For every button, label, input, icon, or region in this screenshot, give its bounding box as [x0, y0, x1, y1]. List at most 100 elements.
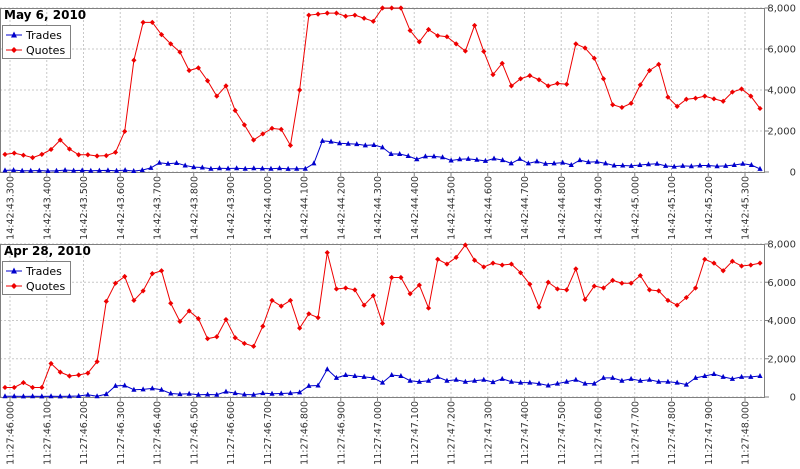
data-point-trades	[2, 393, 8, 399]
data-point-quotes	[11, 384, 17, 391]
data-point-trades	[534, 158, 540, 164]
x-tick-label: 14:42:44.400	[410, 176, 421, 240]
data-point-quotes	[425, 305, 432, 311]
data-point-trades	[405, 153, 411, 159]
data-point-quotes	[656, 288, 662, 294]
data-point-quotes	[748, 93, 754, 99]
data-point-trades	[45, 167, 51, 173]
data-point-quotes	[223, 316, 229, 323]
data-point-quotes	[536, 77, 542, 83]
data-point-quotes	[20, 380, 27, 386]
data-point-quotes	[646, 67, 653, 74]
data-point-quotes	[471, 257, 478, 263]
x-tick-label: 14:42:44.600	[483, 176, 494, 240]
data-point-trades	[551, 160, 557, 166]
data-point-trades	[30, 393, 36, 399]
data-point-trades	[585, 159, 592, 165]
data-point-trades	[431, 153, 437, 159]
x-tick-label: 14:42:43.900	[226, 176, 237, 240]
data-point-trades	[564, 378, 570, 384]
data-point-quotes	[702, 93, 708, 99]
data-point-trades	[241, 391, 247, 397]
legend: Trades Quotes	[2, 261, 71, 295]
data-point-quotes	[628, 280, 634, 286]
data-point-trades	[536, 380, 542, 386]
data-point-trades	[465, 155, 471, 161]
data-point-trades	[28, 167, 34, 173]
data-point-quotes	[720, 268, 726, 274]
x-tick-label: 14:42:43.800	[189, 176, 200, 240]
data-point-quotes	[738, 86, 745, 92]
data-point-quotes	[204, 336, 211, 342]
legend-label-quotes: Quotes	[26, 44, 65, 57]
data-point-trades	[103, 391, 109, 397]
data-point-quotes	[140, 288, 146, 294]
data-point-quotes	[591, 283, 597, 289]
data-point-quotes	[619, 280, 625, 286]
data-point-trades	[371, 141, 377, 147]
data-point-trades	[453, 376, 459, 382]
data-point-quotes	[462, 242, 468, 248]
x-tick-label: 14:42:43.700	[153, 176, 164, 240]
data-point-trades	[740, 160, 746, 166]
data-point-trades	[757, 372, 763, 378]
x-tick-label: 11:27:46.600	[226, 401, 237, 465]
data-point-quotes	[361, 15, 367, 21]
data-point-trades	[729, 375, 735, 381]
data-point-quotes	[57, 137, 63, 143]
data-point-trades	[656, 378, 662, 384]
data-point-trades	[545, 382, 551, 388]
data-point-trades	[748, 373, 754, 379]
data-point-trades	[79, 167, 85, 173]
data-point-trades	[671, 163, 677, 169]
data-point-trades	[407, 377, 413, 383]
data-point-trades	[149, 385, 155, 391]
data-point-trades	[594, 158, 600, 164]
legend-marker-diamond	[11, 283, 17, 289]
data-point-trades	[577, 157, 583, 163]
x-tick-label: 11:27:46.400	[153, 401, 164, 465]
x-tick-label: 11:27:46.300	[116, 401, 127, 465]
data-point-quotes	[600, 285, 607, 291]
data-point-trades	[692, 374, 699, 380]
data-point-quotes	[416, 282, 422, 288]
y-tick-label: 8,000	[767, 240, 796, 251]
data-point-trades	[88, 167, 94, 173]
data-point-quotes	[518, 270, 524, 276]
data-point-quotes	[692, 95, 699, 101]
data-point-quotes	[122, 128, 128, 135]
data-point-quotes	[646, 287, 653, 293]
data-point-quotes	[610, 277, 616, 283]
data-point-quotes	[361, 302, 367, 308]
data-point-quotes	[573, 41, 579, 47]
data-point-quotes	[131, 57, 137, 63]
data-point-trades	[573, 376, 579, 382]
data-point-quotes	[610, 102, 616, 108]
data-point-trades	[268, 165, 274, 171]
data-point-trades	[457, 156, 463, 162]
data-point-quotes	[711, 96, 717, 102]
data-point-quotes	[140, 19, 146, 25]
x-tick-label: 11:27:47.100	[410, 401, 421, 465]
data-point-quotes	[149, 19, 155, 25]
legend-box	[2, 25, 71, 59]
data-point-quotes	[223, 83, 229, 89]
data-point-quotes	[30, 155, 36, 161]
x-tick-label: 11:27:47.800	[667, 401, 678, 465]
data-point-quotes	[702, 256, 708, 262]
data-point-trades	[610, 374, 616, 380]
data-point-quotes	[76, 372, 82, 378]
data-point-quotes	[508, 261, 515, 267]
data-point-trades	[294, 165, 300, 171]
data-point-trades	[474, 156, 480, 162]
data-point-quotes	[398, 5, 404, 11]
data-point-trades	[398, 372, 404, 378]
data-point-trades	[199, 164, 205, 170]
data-point-trades	[337, 140, 343, 146]
data-point-trades	[560, 159, 566, 165]
x-tick-label: 14:42:43.300	[6, 176, 17, 240]
data-point-quotes	[315, 315, 321, 321]
x-tick-label: 14:42:45.300	[741, 176, 752, 240]
data-point-quotes	[729, 89, 735, 95]
